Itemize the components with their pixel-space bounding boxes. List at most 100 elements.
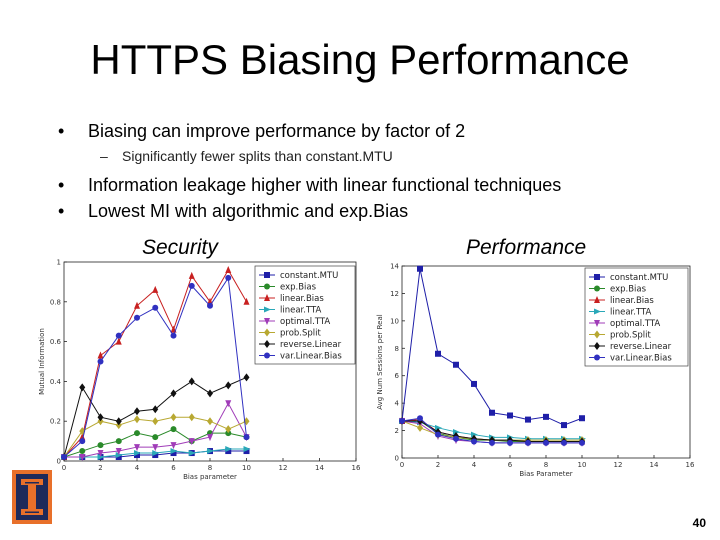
x-tick-label: 4 <box>472 461 477 469</box>
data-point <box>561 439 567 446</box>
data-point <box>152 417 159 426</box>
y-tick-label: 1 <box>57 259 61 267</box>
x-tick-label: 12 <box>614 461 623 469</box>
data-point <box>453 435 459 442</box>
data-point <box>170 426 177 433</box>
bullet-dot-icon: • <box>58 201 65 221</box>
x-tick-label: 6 <box>171 464 176 472</box>
x-tick-label: 4 <box>135 464 140 472</box>
data-point <box>225 446 233 453</box>
data-point <box>561 422 567 429</box>
data-point <box>243 373 250 382</box>
page-number: 40 <box>692 516 706 530</box>
data-point <box>579 415 585 422</box>
legend-marker <box>264 294 270 301</box>
data-point <box>152 434 159 441</box>
legend-label: linear.Bias <box>610 296 654 306</box>
y-tick-label: 14 <box>390 263 399 271</box>
data-point <box>507 439 513 446</box>
data-point <box>207 417 213 426</box>
data-point <box>134 314 140 321</box>
data-point <box>453 361 459 368</box>
data-point <box>188 282 195 289</box>
data-point <box>134 430 140 437</box>
legend-label: constant.MTU <box>610 273 668 283</box>
x-tick-label: 12 <box>279 464 288 472</box>
data-point <box>79 438 86 445</box>
legend-label: linear.Bias <box>280 294 324 304</box>
data-point <box>543 413 549 420</box>
legend-marker <box>594 296 600 303</box>
sub-bullet-item: – Significantly fewer splits than consta… <box>100 146 698 166</box>
legend-label: var.Linear.Bias <box>610 354 672 364</box>
data-point <box>170 448 178 455</box>
data-point <box>61 454 67 461</box>
data-point <box>170 332 177 339</box>
data-point <box>207 434 213 442</box>
data-point <box>225 425 232 434</box>
x-tick-label: 16 <box>352 464 361 472</box>
data-point <box>170 450 177 457</box>
legend-label: linear.TTA <box>610 308 652 318</box>
y-tick-label: 0 <box>395 455 399 463</box>
data-point <box>188 413 195 422</box>
data-point <box>417 265 423 272</box>
x-tick-label: 10 <box>578 461 587 469</box>
y-tick-label: 2 <box>395 427 399 435</box>
y-tick-label: 0.2 <box>50 418 61 426</box>
legend-box <box>584 267 689 367</box>
dash-icon: – <box>100 148 108 164</box>
data-point <box>225 448 232 455</box>
data-point <box>399 417 405 424</box>
data-point <box>188 377 195 386</box>
data-point <box>188 271 195 279</box>
data-point <box>243 297 250 305</box>
data-point <box>170 442 177 450</box>
bullet-item: • Lowest MI with algorithmic and exp.Bia… <box>58 198 698 224</box>
data-point <box>453 428 460 435</box>
data-point <box>134 452 140 459</box>
data-point <box>170 389 177 398</box>
data-point <box>471 438 477 445</box>
legend-label: reverse.Linear <box>280 340 342 350</box>
data-point <box>225 400 232 408</box>
university-logo <box>12 470 52 524</box>
legend-marker <box>264 328 270 337</box>
data-point <box>97 351 104 359</box>
data-point <box>115 454 122 461</box>
data-point <box>225 274 232 281</box>
legend-marker <box>594 342 600 350</box>
slide-title: HTTPS Biasing Performance <box>90 36 630 83</box>
security-label: Security <box>142 236 218 259</box>
data-point <box>417 423 423 432</box>
data-point <box>79 383 86 392</box>
data-point <box>152 444 159 452</box>
data-point <box>525 416 531 423</box>
x-tick-label: 2 <box>436 461 440 469</box>
legend-label: constant.MTU <box>280 271 338 281</box>
data-point <box>97 454 105 461</box>
legend-marker <box>264 283 270 290</box>
x-tick-label: 8 <box>208 464 212 472</box>
data-point <box>417 415 423 422</box>
bullet-dot-icon: • <box>58 175 65 195</box>
series-prob.Split <box>61 413 250 462</box>
y-tick-label: 0.4 <box>50 378 62 386</box>
x-axis-label: Bias parameter <box>183 473 237 481</box>
bullet-text: Biasing can improve performance by facto… <box>88 121 466 141</box>
data-point <box>207 302 213 309</box>
legend-label: exp.Bias <box>610 285 647 295</box>
legend-marker <box>594 320 600 327</box>
data-point <box>225 381 232 390</box>
data-point <box>207 448 214 455</box>
y-axis-label: Avg Num Sessions per Real <box>376 314 384 409</box>
data-point <box>525 439 531 446</box>
sub-bullet-text: Significantly fewer splits than constant… <box>122 148 393 164</box>
data-point <box>489 409 495 416</box>
legend-label: prob.Split <box>280 329 322 339</box>
data-point <box>471 380 477 387</box>
data-point <box>435 431 441 438</box>
data-point <box>134 415 140 424</box>
y-tick-label: 4 <box>395 400 400 408</box>
legend-box <box>254 265 356 365</box>
